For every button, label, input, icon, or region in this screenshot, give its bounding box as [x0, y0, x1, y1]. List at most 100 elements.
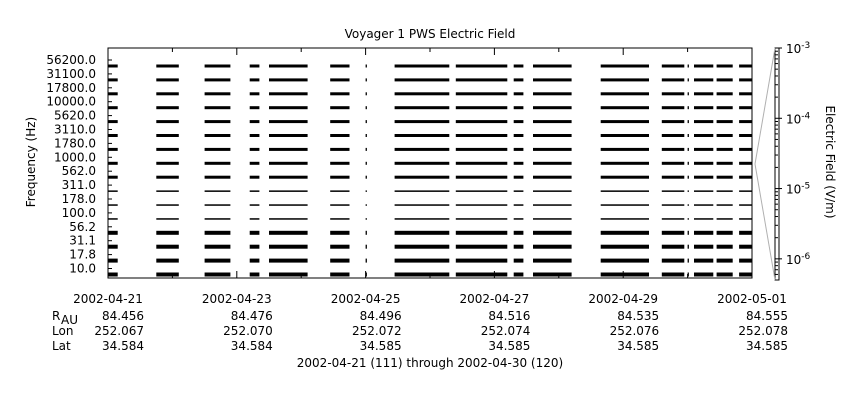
data-strip [533, 190, 572, 192]
y-tick-label: 100.0 [62, 206, 96, 220]
data-strip [661, 190, 685, 192]
data-strip [455, 272, 508, 277]
colorbar-label: Electric Field (V/m) [823, 105, 837, 218]
data-strip [269, 147, 308, 151]
data-strip [365, 244, 367, 249]
data-strip [204, 147, 231, 151]
data-strip [661, 134, 685, 137]
data-strip [394, 258, 450, 263]
data-strip [249, 230, 260, 235]
data-strip [694, 106, 714, 110]
data-strip [513, 92, 524, 96]
data-strip [739, 230, 752, 235]
data-strip [394, 190, 450, 192]
data-strip [694, 134, 714, 137]
data-strip [156, 258, 179, 263]
data-strip [716, 204, 733, 206]
colorbar-connector [754, 163, 776, 281]
data-strip [687, 230, 689, 235]
y-tick-label: 31.1 [69, 234, 96, 248]
data-strip [661, 106, 685, 110]
data-strip [269, 134, 308, 137]
data-strip [661, 78, 685, 82]
data-strip [694, 175, 714, 179]
plot-axes [107, 47, 753, 279]
data-strip [455, 92, 508, 96]
data-strip [716, 230, 733, 235]
data-strip [156, 64, 179, 68]
data-strip [661, 258, 685, 263]
data-strip [739, 190, 752, 192]
data-strip [513, 175, 524, 179]
data-strip [330, 190, 350, 192]
data-strip [249, 258, 260, 263]
ephemeris-value: 34.585 [746, 339, 788, 353]
data-strip [365, 204, 367, 206]
data-strip [330, 230, 350, 235]
data-strip [394, 161, 450, 165]
data-strip [394, 204, 450, 206]
data-strip [108, 230, 118, 235]
data-strip [394, 244, 450, 249]
ephemeris-row-label: R [52, 309, 60, 323]
x-tick-label: 2002-04-23 [202, 292, 272, 306]
ephemeris-value: 34.584 [102, 339, 144, 353]
x-tick-label: 2002-04-29 [588, 292, 658, 306]
data-strip [365, 161, 367, 165]
data-strip [156, 106, 179, 110]
data-strip [455, 120, 508, 124]
data-strip [108, 204, 118, 206]
data-strip [394, 134, 450, 137]
data-strip [108, 161, 118, 165]
data-strip [156, 175, 179, 179]
data-strip [533, 161, 572, 165]
data-strip [455, 230, 508, 235]
data-strip [330, 258, 350, 263]
data-strip [533, 92, 572, 96]
data-strip [156, 204, 179, 206]
data-strip [249, 175, 260, 179]
data-strip [365, 258, 367, 263]
data-strip [687, 218, 689, 220]
data-strip [694, 78, 714, 82]
data-strip [687, 64, 689, 68]
data-strip [108, 134, 118, 137]
data-strip [204, 218, 231, 220]
data-strip [455, 161, 508, 165]
data-strip [455, 190, 508, 192]
data-strip [600, 244, 649, 249]
data-strip [661, 244, 685, 249]
data-strip [204, 92, 231, 96]
data-strip [694, 258, 714, 263]
data-strip [269, 244, 308, 249]
ephemeris-value: 252.076 [610, 324, 660, 338]
colorbar-tick-label: 10-3 [786, 41, 810, 56]
data-strip [455, 134, 508, 137]
data-strip [600, 190, 649, 192]
data-strip [156, 92, 179, 96]
x-tick-label: 2002-04-27 [460, 292, 530, 306]
data-strip [249, 92, 260, 96]
y-tick-label: 56.2 [69, 220, 96, 234]
data-strip [156, 272, 179, 277]
data-strip [249, 204, 260, 206]
ephemeris-value: 34.585 [617, 339, 659, 353]
ephemeris-value: 252.070 [223, 324, 273, 338]
data-strip [687, 120, 689, 124]
ephemeris-value: 84.516 [488, 309, 530, 323]
data-strip [204, 78, 231, 82]
data-strip [716, 106, 733, 110]
data-strip [249, 147, 260, 151]
data-strip [513, 78, 524, 82]
data-strip [600, 106, 649, 110]
data-strip [513, 134, 524, 137]
data-strip [739, 64, 752, 68]
y-tick-label: 10.0 [69, 262, 96, 276]
data-strip [108, 258, 118, 263]
data-strip [108, 120, 118, 124]
data-strip [365, 92, 367, 96]
date-range-label: 2002-04-21 (111) through 2002-04-30 (120… [297, 356, 563, 370]
data-strip [269, 106, 308, 110]
data-strip [513, 258, 524, 263]
